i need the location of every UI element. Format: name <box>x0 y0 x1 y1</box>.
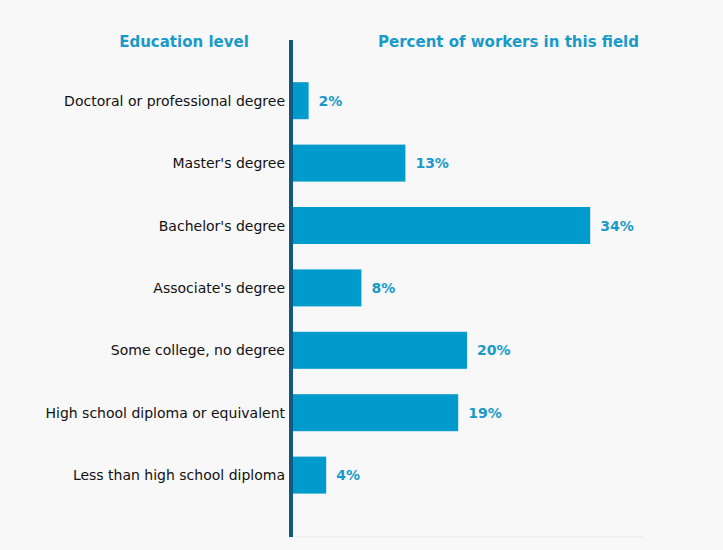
category-label: Associate's degree <box>153 280 285 296</box>
category-label: Doctoral or professional degree <box>64 93 285 109</box>
data-label: 13% <box>415 155 449 171</box>
y-axis-line <box>289 40 293 537</box>
bar <box>291 394 458 431</box>
data-label: 8% <box>371 280 395 296</box>
bar <box>291 82 309 119</box>
category-label: Some college, no degree <box>111 342 285 358</box>
category-label: Bachelor's degree <box>159 218 285 234</box>
bar <box>291 332 467 369</box>
x-axis-title: Percent of workers in this field <box>378 33 639 51</box>
bar <box>291 269 361 306</box>
category-label: Less than high school diploma <box>73 467 285 483</box>
data-label: 20% <box>477 342 511 358</box>
y-axis-title: Education level <box>119 33 249 51</box>
data-label: 2% <box>319 93 343 109</box>
x-axis-range-line <box>291 537 643 538</box>
bars <box>291 82 590 493</box>
bar <box>291 207 590 244</box>
data-label: 19% <box>468 405 502 421</box>
data-label: 34% <box>600 218 634 234</box>
bar <box>291 457 326 494</box>
category-label: Master's degree <box>173 155 285 171</box>
background <box>0 0 723 550</box>
data-label: 4% <box>336 467 360 483</box>
bar <box>291 145 405 182</box>
chart: Education level Percent of workers in thi… <box>0 0 723 550</box>
category-label: High school diploma or equivalent <box>45 405 285 421</box>
chart-container: Education level Percent of workers in thi… <box>0 0 723 550</box>
